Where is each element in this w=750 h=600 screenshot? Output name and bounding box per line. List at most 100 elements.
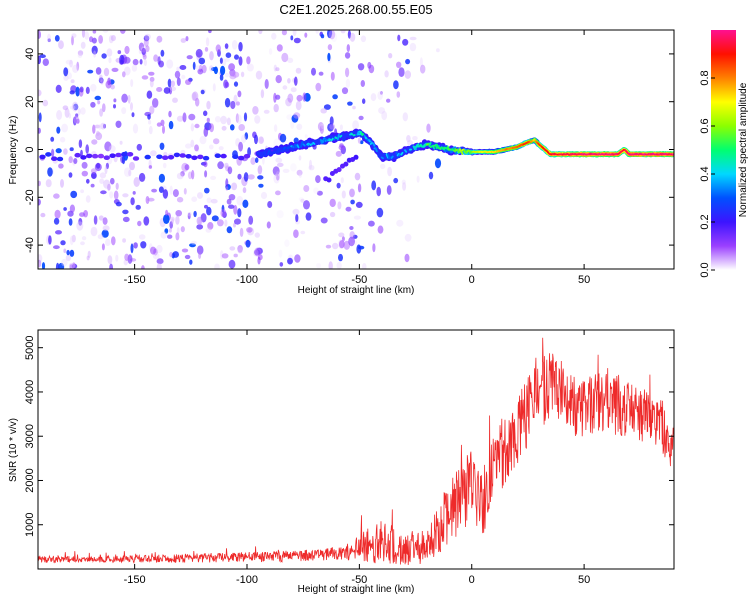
- spectrogram-noise-cell: [214, 153, 221, 158]
- spectrogram-noise-cell: [156, 87, 163, 92]
- spectrogram-noise-cell: [167, 155, 175, 160]
- spectrogram-noise-cell: [286, 114, 294, 120]
- spectrogram-noise-cell: [76, 118, 80, 124]
- signal-track-segment: [293, 143, 298, 149]
- spectrogram-noise-cell: [404, 253, 410, 263]
- spectrogram-noise-cell: [362, 263, 367, 269]
- signal-track-segment: [361, 132, 365, 136]
- spectrogram-noise-cell: [386, 185, 392, 195]
- spectrogram-noise-cell: [278, 249, 283, 258]
- spectrogram-noise-cell: [69, 147, 74, 152]
- colorbar: 0.0 0.2 0.4 0.6 0.8 Normalized spectral ampl…: [699, 30, 749, 278]
- spectrogram-noise-cell: [69, 105, 76, 110]
- spectrogram-noise-cell: [198, 252, 202, 259]
- spectrogram-noise-cell: [237, 173, 242, 180]
- spectrogram-noise-cell: [77, 108, 81, 116]
- spectrogram-noise-cell: [96, 162, 101, 169]
- spectrogram-noise-cell: [416, 175, 420, 183]
- spectrogram-noise-cell: [80, 41, 86, 49]
- spectrogram-noise-cell: [110, 35, 116, 42]
- spectrogram-noise-cell: [221, 253, 229, 259]
- spectrogram-noise-cell: [111, 67, 119, 72]
- snr-x-label: Height of straight line (km): [298, 584, 415, 595]
- spectrogram-noise-cell: [78, 218, 83, 226]
- spectrogram-noise-cell: [268, 48, 273, 55]
- signal-track-segment: [263, 151, 267, 155]
- spectrogram-noise-cell: [213, 66, 218, 75]
- signal-track-segment: [330, 137, 334, 142]
- spectrogram-noise-cell: [108, 145, 116, 153]
- spectrogram-noise-cell: [254, 134, 258, 145]
- spectrogram-noise-cell: [98, 74, 103, 83]
- spectrogram-x-tick-label: 50: [578, 274, 590, 286]
- spectrogram-noise-cell: [71, 234, 76, 243]
- spectrogram-noise-cell: [255, 157, 259, 163]
- spectrogram-noise-cell: [162, 155, 169, 160]
- spectrogram-noise-cell: [260, 89, 265, 99]
- spectrogram-noise-cell: [58, 40, 64, 50]
- signal-track-segment: [312, 141, 316, 145]
- spectrogram-noise-cell: [191, 196, 198, 202]
- spectrogram-noise-cell: [66, 72, 72, 80]
- spectrogram-noise-cell: [405, 58, 411, 65]
- spectrogram-noise-cell: [191, 169, 195, 180]
- spectrogram-noise-cell: [220, 115, 228, 125]
- spectrogram-noise-cell: [377, 91, 384, 100]
- spectrogram-noise-cell: [60, 240, 66, 246]
- spectrogram-noise-cell: [173, 152, 181, 158]
- spectrogram-noise-cell: [117, 50, 122, 55]
- spectrogram-noise-cell: [250, 157, 256, 165]
- signal-track-segment: [418, 144, 422, 148]
- spectrogram-noise-cell: [121, 93, 128, 103]
- spectrogram-noise-cell: [172, 97, 178, 103]
- spectrogram-noise-cell: [309, 159, 312, 170]
- spectrogram-noise-cell: [172, 251, 179, 258]
- spectrogram-noise-cell: [238, 124, 245, 131]
- spectrogram-noise-cell: [275, 67, 280, 72]
- spectrogram-noise-cell: [74, 152, 81, 158]
- spectrogram-noise-cell: [80, 241, 85, 246]
- spectrogram-noise-cell: [180, 38, 187, 43]
- spectrogram-noise-cell: [393, 177, 399, 184]
- spectrogram-noise-cell: [168, 120, 174, 130]
- spectrogram-noise-cell: [126, 152, 134, 157]
- spectrogram-noise-cell: [352, 105, 356, 110]
- spectrogram-noise-cell: [279, 133, 287, 143]
- spectrogram-noise-cell: [192, 61, 196, 70]
- spectrogram-noise-cell: [70, 79, 75, 84]
- spectrogram-noise-cell: [185, 143, 192, 149]
- spectrogram-noise-cell: [121, 151, 128, 157]
- snr-x-tick-label: 0: [469, 574, 475, 586]
- spectrogram-noise-cell: [158, 173, 165, 183]
- spectrogram-noise-cell: [237, 90, 242, 98]
- spectrogram-noise-cell: [58, 262, 65, 269]
- spectrogram-noise-cell: [228, 63, 236, 71]
- spectrogram-y-tick-label: 20: [24, 96, 36, 108]
- spectrogram-noise-cell: [115, 201, 122, 207]
- spectrogram-noise-cell: [341, 87, 349, 95]
- spectrogram-noise-cell: [162, 162, 167, 169]
- spectrogram-noise-cell: [327, 44, 333, 51]
- spectrogram-noise-cell: [56, 110, 63, 120]
- spectrogram-noise-cell: [210, 175, 217, 180]
- spectrogram-noise-cell: [68, 172, 73, 178]
- spectrogram-noise-cell: [197, 192, 203, 199]
- spectrogram-noise-cell: [78, 139, 83, 149]
- spectrogram-noise-cell: [148, 119, 152, 125]
- spectrogram-noise-cell: [402, 182, 407, 191]
- signal-track-segment: [380, 156, 384, 160]
- spectrogram-noise-cell: [87, 69, 94, 74]
- spectrogram-noise-cell: [380, 163, 386, 170]
- spectrogram-noise-cell: [329, 123, 336, 130]
- spectrogram-noise-cell: [347, 101, 353, 106]
- spectrogram-noise-cell: [204, 204, 208, 209]
- spectrogram-noise-cell: [132, 123, 139, 134]
- spectrogram-noise-cell: [98, 124, 102, 130]
- spectrogram-noise-cell: [221, 125, 227, 131]
- spectrogram-noise-cell: [41, 262, 46, 269]
- spectrogram-noise-cell: [79, 212, 85, 217]
- spectrogram-noise-cell: [300, 230, 306, 235]
- spectrogram-noise-cell: [339, 240, 345, 249]
- spectrogram-noise-cell: [313, 187, 319, 194]
- spectrogram-noise-cell: [103, 155, 111, 160]
